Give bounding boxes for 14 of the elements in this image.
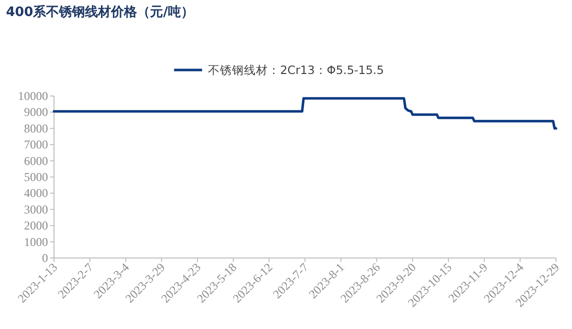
- y-tick-label: 2000: [24, 218, 48, 233]
- y-tick-label: 7000: [24, 138, 48, 152]
- y-tick-label: 4000: [24, 186, 48, 200]
- y-tick-label: 8000: [24, 121, 48, 136]
- y-tick-label: 6000: [24, 154, 48, 168]
- legend-label: 不锈钢线材：2Cr13：Φ5.5-15.5: [208, 63, 384, 77]
- y-tick-label: 3000: [24, 202, 48, 216]
- chart-title: 400系不锈钢线材价格（元/吨）: [6, 4, 194, 20]
- y-tick-label: 1000: [24, 234, 48, 249]
- legend: 不锈钢线材：2Cr13：Φ5.5-15.5: [174, 63, 384, 77]
- y-tick-label: 5000: [24, 170, 48, 184]
- y-tick-label: 9000: [24, 105, 48, 120]
- y-tick-label: 0: [42, 251, 48, 265]
- y-tick-label: 10000: [18, 89, 48, 103]
